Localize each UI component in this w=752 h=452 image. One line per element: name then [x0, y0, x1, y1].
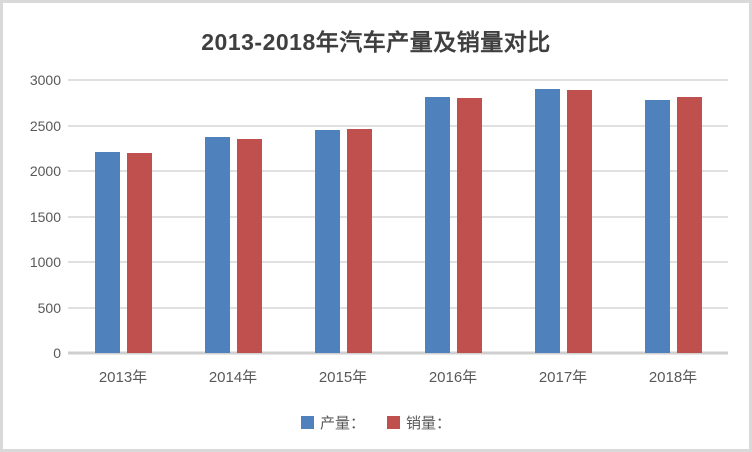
y-tick-label: 1000	[29, 254, 61, 270]
gridline	[68, 215, 728, 218]
y-tick-label: 3000	[29, 72, 61, 88]
legend-item-production: 产量：	[300, 412, 365, 433]
y-tick-label: 500	[37, 299, 61, 316]
bar-2014年-sales	[236, 139, 262, 353]
y-tick-label: 0	[53, 345, 61, 361]
bar-2017年-sales	[566, 90, 592, 353]
bar-2013年-production	[94, 151, 120, 353]
y-tick-label: 2000	[29, 163, 61, 179]
x-tick-label: 2014年	[208, 369, 258, 386]
x-axis-line	[68, 351, 728, 355]
bar-2015年-production	[314, 130, 340, 353]
gridline	[68, 124, 728, 127]
bar-2016年-sales	[456, 97, 482, 353]
bar-2015年-sales	[346, 129, 372, 353]
bar-2018年-sales	[676, 97, 702, 353]
y-tick-label: 2500	[29, 117, 61, 134]
legend-item-sales: 销量：	[387, 412, 451, 433]
chart-title: 2013-2018年汽车产量及销量对比	[201, 29, 551, 55]
x-tick-label: 2015年	[318, 369, 368, 386]
x-tick-label: 2018年	[648, 369, 698, 386]
bar-2018年-production	[644, 99, 670, 353]
bar-2013年-sales	[126, 152, 152, 353]
gridline	[68, 170, 728, 172]
bar-2016年-production	[424, 97, 450, 353]
legend-swatch-icon	[300, 416, 314, 429]
x-tick-label: 2013年	[98, 369, 148, 386]
gridline	[68, 79, 728, 81]
y-tick-label: 1500	[29, 208, 61, 225]
legend: 产量： 销量：	[3, 412, 749, 433]
x-tick-label: 2017年	[538, 369, 588, 386]
plot-area	[68, 79, 728, 355]
legend-label: 产量：	[319, 415, 365, 432]
x-tick-label: 2016年	[428, 369, 478, 386]
gridline	[68, 306, 728, 309]
legend-label: 销量：	[406, 415, 452, 432]
bar-2014年-production	[204, 137, 230, 353]
legend-swatch-icon	[387, 416, 400, 429]
gridline	[68, 261, 728, 263]
bar-2017年-production	[534, 88, 560, 353]
